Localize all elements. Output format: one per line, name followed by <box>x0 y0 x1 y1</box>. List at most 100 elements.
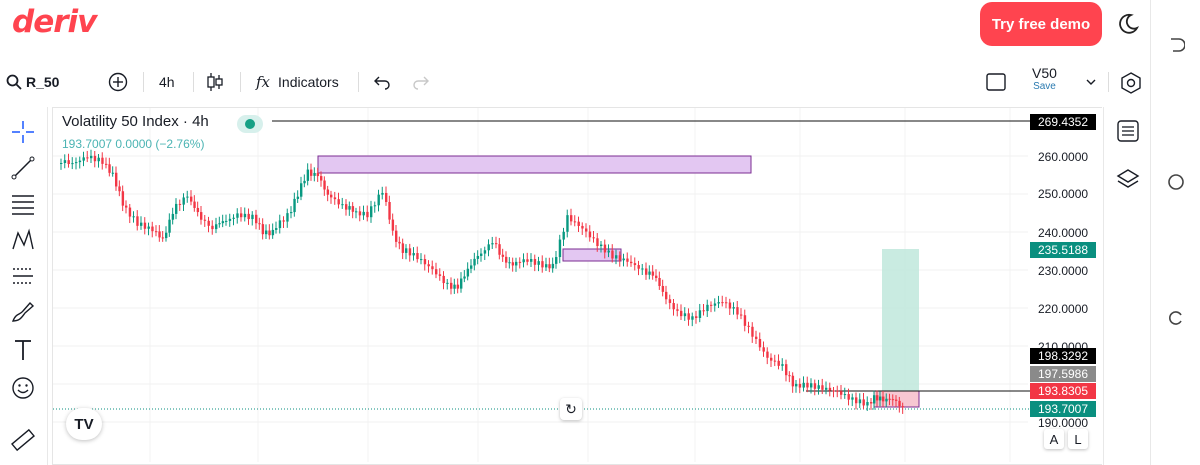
deriv-logo[interactable]: deriv <box>12 4 97 40</box>
chevron-down-icon[interactable] <box>1086 78 1096 86</box>
candle-body <box>310 169 313 176</box>
candle-body <box>592 237 595 239</box>
layers-icon[interactable] <box>1116 167 1140 191</box>
candle-body <box>491 243 494 245</box>
candle-body <box>851 397 854 400</box>
candle-body <box>300 183 303 197</box>
candle-body <box>348 206 351 210</box>
indicators-label: Indicators <box>278 74 339 90</box>
reset-view-button[interactable]: ↻ <box>560 398 582 420</box>
candle-body <box>615 255 618 259</box>
rail-back-icon[interactable] <box>1167 36 1185 54</box>
candle-body <box>770 357 773 361</box>
candle-body <box>211 225 214 230</box>
candle-body <box>247 213 250 220</box>
candle-body <box>278 220 282 229</box>
candle-body <box>537 261 540 265</box>
candle-body <box>732 307 735 309</box>
candle-body <box>243 213 247 218</box>
candle-body <box>648 271 651 275</box>
settings-icon[interactable] <box>1120 72 1142 94</box>
candle-body <box>401 243 405 253</box>
crosshair-icon[interactable] <box>10 119 36 145</box>
candle-body <box>265 230 268 235</box>
candle-body <box>196 207 200 213</box>
candle-body <box>178 203 182 205</box>
auto-scale-button[interactable]: A <box>1044 429 1064 449</box>
candle-body <box>698 310 702 318</box>
pattern-icon[interactable] <box>10 227 36 253</box>
candle-body <box>128 207 132 217</box>
tradingview-logo[interactable]: TV <box>66 408 102 440</box>
candle-body <box>843 394 847 396</box>
layout-selector[interactable]: V50 Save <box>1032 66 1057 94</box>
text-icon[interactable] <box>10 337 36 363</box>
candle-body <box>355 211 358 213</box>
object-tree-icon[interactable] <box>1116 119 1140 143</box>
candle-body <box>728 302 732 309</box>
search-icon <box>6 74 22 90</box>
zone-rectangle <box>562 248 622 262</box>
brush-icon[interactable] <box>10 299 36 325</box>
ruler-icon[interactable] <box>10 427 36 453</box>
candle-body <box>618 255 622 261</box>
fullscreen-icon[interactable] <box>986 73 1006 91</box>
candle-body <box>641 268 644 270</box>
candle-body <box>140 222 143 226</box>
candle-body <box>171 213 175 220</box>
rail-refresh-icon[interactable] <box>1167 309 1185 327</box>
candle-body <box>345 204 348 210</box>
candle-body <box>111 172 115 174</box>
side-rail <box>1150 0 1200 465</box>
axis-tick: 260.0000 <box>1038 150 1089 164</box>
redo-icon[interactable] <box>412 74 430 90</box>
candle-body <box>895 399 898 401</box>
add-symbol-icon[interactable] <box>108 72 128 92</box>
prediction-icon[interactable] <box>10 263 36 289</box>
interval-button[interactable]: 4h <box>159 74 175 90</box>
candle-body <box>683 313 687 317</box>
candle-body <box>866 402 869 406</box>
symbol-search[interactable]: R_50 <box>6 60 59 104</box>
candle-body <box>218 223 221 225</box>
emoji-icon[interactable] <box>10 375 36 401</box>
candle-body <box>381 192 384 195</box>
moon-icon[interactable] <box>1116 12 1140 36</box>
candle-body <box>446 282 449 284</box>
undo-icon[interactable] <box>373 74 391 90</box>
trend-line-icon[interactable] <box>10 155 36 181</box>
candle-body <box>147 226 150 229</box>
symbol-label: R_50 <box>26 74 60 90</box>
zone-rectangle <box>317 155 752 174</box>
candle-body <box>463 276 466 279</box>
fib-retracement-icon[interactable] <box>10 191 36 217</box>
candle-body <box>637 265 640 269</box>
candle-body <box>480 253 483 256</box>
candle-body <box>86 157 89 159</box>
candle-body <box>721 302 724 304</box>
candle-body <box>588 231 592 238</box>
price-label-high: 269.4352 <box>1030 114 1096 130</box>
candle-body <box>93 155 97 162</box>
chart-toolbar: R_50 4h fx Indicators <box>0 60 1150 104</box>
candle-body <box>762 347 765 352</box>
price-label-target: 235.5188 <box>1030 242 1096 258</box>
candle-body <box>351 206 355 212</box>
candle-body <box>232 217 235 219</box>
candle-body <box>398 241 401 244</box>
candle-body <box>511 262 515 266</box>
candle-body <box>555 257 558 264</box>
candles-icon[interactable] <box>206 72 224 92</box>
candle-body <box>495 243 498 245</box>
try-free-demo-button[interactable]: Try free demo <box>980 2 1102 46</box>
candle-body <box>271 229 275 236</box>
candle-body <box>585 228 588 232</box>
rail-circle-icon[interactable] <box>1167 173 1185 191</box>
candle-body <box>622 258 625 261</box>
candle-body <box>658 277 661 286</box>
candle-body <box>795 383 798 387</box>
candle-body <box>483 250 487 254</box>
indicators-button[interactable]: fx Indicators <box>256 60 339 104</box>
log-scale-button[interactable]: L <box>1068 429 1088 449</box>
